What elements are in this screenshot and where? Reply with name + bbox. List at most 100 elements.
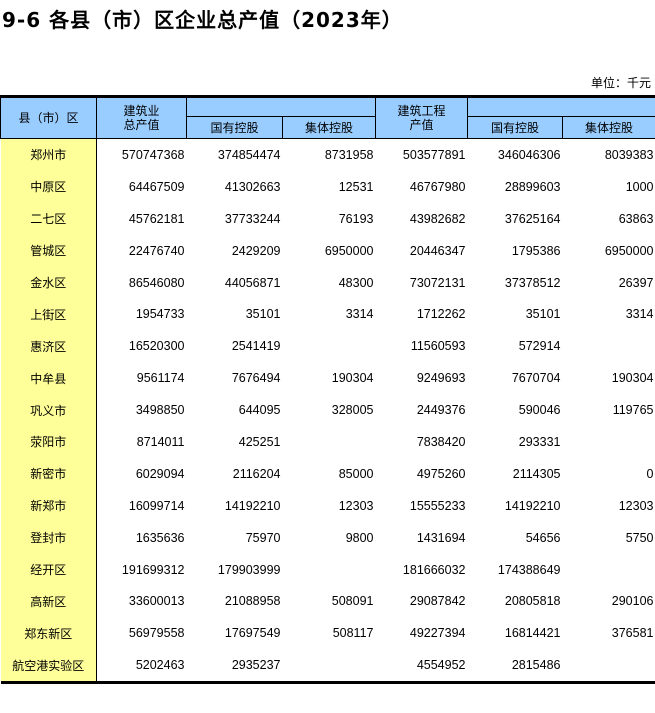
cell-value: 1712262 bbox=[416, 307, 466, 322]
cell-value: 35101 bbox=[525, 307, 561, 322]
cell-value: 29087842 bbox=[409, 594, 466, 609]
cell-value: 572914 bbox=[518, 339, 561, 354]
cell-value: 190304 bbox=[611, 371, 654, 386]
table-row: 巩义市 3498850 644095 328005 2449376 590046 11976… bbox=[0, 394, 655, 427]
region-name: 中牟县 bbox=[0, 362, 97, 395]
cell-value: 16814421 bbox=[504, 626, 561, 641]
cell-value: 37378512 bbox=[504, 275, 561, 290]
cell-value: 20446347 bbox=[409, 243, 466, 258]
cell-value: 2114305 bbox=[512, 466, 561, 481]
cell-value: 181666032 bbox=[402, 562, 466, 577]
table-row: 登封市 1635636 75970 9800 1431694 54656 5750 bbox=[0, 521, 655, 554]
cell-value: 54656 bbox=[525, 530, 561, 545]
header-spacer bbox=[186, 95, 376, 117]
cell-value: 5202463 bbox=[96, 649, 187, 685]
cell-value: 16099714 bbox=[128, 498, 185, 513]
cell-value: 1635636 bbox=[135, 530, 185, 545]
table-row: 管城区 22476740 2429209 6950000 20446347 1795386… bbox=[0, 234, 655, 267]
cell-value: 64467509 bbox=[128, 179, 185, 194]
data-table: 县（市）区 建筑业 总产值 建筑工程 产值 国有控股 集体控股 国有控股 集体控股 … bbox=[0, 95, 655, 685]
cell-value: 45762181 bbox=[128, 211, 185, 226]
cell-value: 37733244 bbox=[224, 211, 281, 226]
cell-value: 0 bbox=[646, 466, 654, 481]
table-row: 中牟县 9561174 7676494 190304 9249693 7670704 190… bbox=[0, 362, 655, 395]
cell-value: 328005 bbox=[331, 403, 374, 418]
cell-value: 8039383 bbox=[604, 147, 654, 162]
cell-value: 376581 bbox=[611, 626, 654, 641]
region-name: 荥阳市 bbox=[0, 426, 97, 458]
header-collective: 集体控股 bbox=[282, 116, 376, 139]
cell-value: 63863 bbox=[618, 211, 654, 226]
cell-value: 190304 bbox=[331, 371, 374, 386]
cell-value: 644095 bbox=[238, 403, 281, 418]
cell-value: 4554952 bbox=[375, 649, 468, 685]
region-name: 二七区 bbox=[0, 202, 97, 235]
cell-value: 14192210 bbox=[224, 498, 281, 513]
cell-value: 4975260 bbox=[416, 466, 466, 481]
cell-value: 12303 bbox=[338, 498, 374, 513]
cell-value: 73072131 bbox=[409, 275, 466, 290]
cell-value: 44056871 bbox=[224, 275, 281, 290]
cell-value: 570747368 bbox=[121, 147, 185, 162]
table-row: 新密市 6029094 2116204 85000 4975260 2114305 0 bbox=[0, 457, 655, 490]
cell-value bbox=[283, 426, 376, 458]
table-row: 惠济区 16520300 2541419 11560593 572914 bbox=[0, 330, 655, 363]
region-name: 郑州市 bbox=[0, 138, 97, 171]
region-name: 新密市 bbox=[0, 457, 97, 490]
cell-value: 28899603 bbox=[504, 179, 561, 194]
header-spacer bbox=[467, 95, 655, 117]
cell-value: 11560593 bbox=[410, 339, 466, 354]
cell-value: 293331 bbox=[518, 434, 561, 449]
cell-value: 35101 bbox=[245, 307, 281, 322]
cell-value: 15555233 bbox=[409, 498, 466, 513]
header-state-2: 国有控股 bbox=[467, 116, 563, 139]
cell-value: 6029094 bbox=[135, 466, 185, 481]
region-name: 中原区 bbox=[0, 170, 97, 203]
cell-value: 2449376 bbox=[416, 403, 466, 418]
cell-value: 2541419 bbox=[231, 339, 281, 354]
cell-value: 17697549 bbox=[224, 626, 281, 641]
table-row: 上街区 1954733 35101 3314 1712262 35101 3314 bbox=[0, 298, 655, 331]
cell-value: 7838420 bbox=[416, 434, 466, 449]
cell-value: 16520300 bbox=[128, 339, 185, 354]
region-name: 上街区 bbox=[0, 298, 97, 331]
cell-value: 374854474 bbox=[217, 147, 281, 162]
cell-value: 3314 bbox=[625, 307, 654, 322]
cell-value: 2935237 bbox=[186, 649, 283, 685]
cell-value: 48300 bbox=[338, 275, 374, 290]
cell-value: 1954733 bbox=[135, 307, 185, 322]
cell-value bbox=[562, 649, 655, 685]
cell-value: 590046 bbox=[518, 403, 561, 418]
cell-value: 21088958 bbox=[224, 594, 281, 609]
cell-value: 5750 bbox=[625, 530, 654, 545]
cell-value: 1000 bbox=[625, 179, 654, 194]
region-name: 郑东新区 bbox=[0, 617, 97, 650]
cell-value: 1431694 bbox=[416, 530, 466, 545]
table-row: 高新区 33600013 21088958 508091 29087842 2080581… bbox=[0, 585, 655, 618]
cell-value: 49227394 bbox=[409, 626, 466, 641]
cell-value bbox=[563, 554, 655, 586]
cell-value: 7670704 bbox=[511, 371, 561, 386]
cell-value: 2429209 bbox=[231, 243, 281, 258]
cell-value: 33600013 bbox=[128, 594, 185, 609]
header-engineering: 建筑工程 产值 bbox=[375, 95, 468, 139]
cell-value: 2815486 bbox=[467, 649, 563, 685]
cell-value: 425251 bbox=[238, 434, 281, 449]
cell-value: 6950000 bbox=[324, 243, 374, 258]
cell-value: 508117 bbox=[332, 626, 374, 641]
region-name: 航空港实验区 bbox=[0, 649, 97, 685]
cell-value: 86546080 bbox=[128, 275, 185, 290]
unit-label: 单位：千元 bbox=[590, 76, 651, 90]
cell-value: 7676494 bbox=[231, 371, 281, 386]
cell-value: 75970 bbox=[245, 530, 281, 545]
table-row: 航空港实验区 5202463 2935237 4554952 2815486 bbox=[0, 649, 655, 685]
region-name: 金水区 bbox=[0, 266, 97, 299]
cell-value: 85000 bbox=[338, 466, 374, 481]
cell-value: 8731958 bbox=[324, 147, 374, 162]
table-row: 金水区 86546080 44056871 48300 73072131 37378512… bbox=[0, 266, 655, 299]
cell-value: 20805818 bbox=[504, 594, 561, 609]
table-row: 二七区 45762181 37733244 76193 43982682 37625164… bbox=[0, 202, 655, 235]
header-total: 建筑业 总产值 bbox=[96, 95, 187, 139]
cell-value: 2116204 bbox=[232, 466, 281, 481]
page-title: 9-6 各县（市）区企业总产值（2023年） bbox=[2, 8, 403, 32]
